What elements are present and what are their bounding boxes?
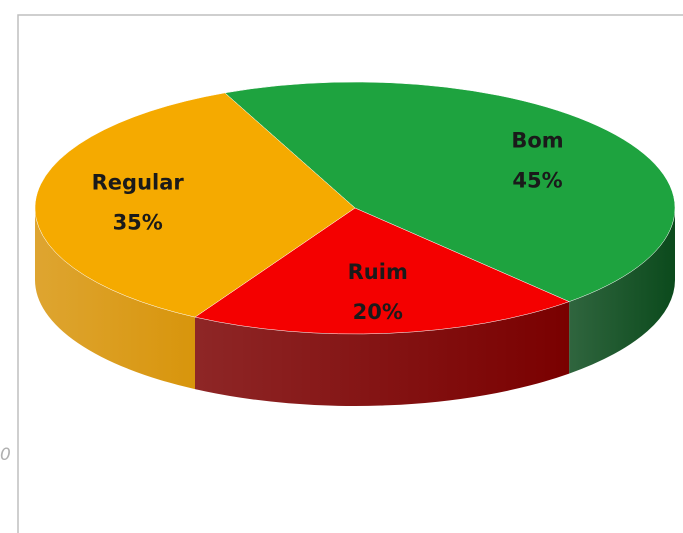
slice-side — [569, 208, 675, 374]
value-label: 20% — [353, 300, 403, 324]
slice — [34, 92, 356, 318]
slice-side — [195, 301, 570, 406]
value-label: 35% — [113, 211, 163, 235]
value-label: 45% — [512, 168, 562, 192]
slice-side — [35, 208, 195, 390]
slice — [224, 81, 676, 302]
slice-label: Regular — [92, 171, 185, 195]
slice-label: Ruim — [348, 260, 408, 284]
slice — [194, 207, 570, 335]
annotation: 0 — [0, 445, 11, 465]
slice-label: Bom — [511, 128, 563, 152]
